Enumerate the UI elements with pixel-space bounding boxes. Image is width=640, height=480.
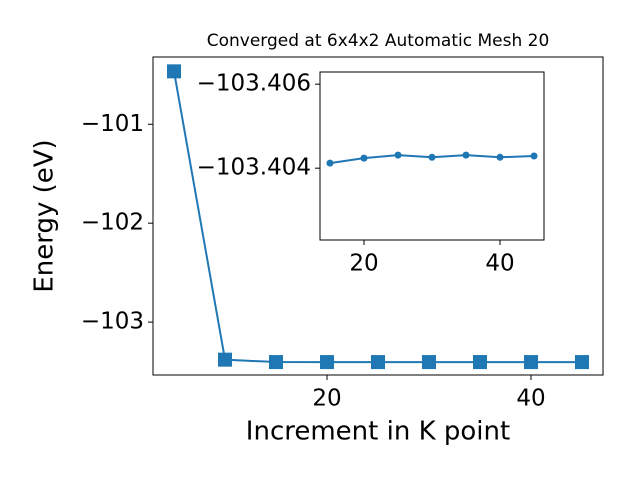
- y-tick-label: −103.406: [197, 71, 311, 97]
- marker: [371, 355, 385, 370]
- marker: [394, 151, 402, 159]
- y-tick-label: −103.404: [197, 155, 311, 181]
- axes-frame: [152, 56, 604, 376]
- axes-frame: [319, 71, 545, 241]
- marker: [462, 151, 470, 159]
- marker: [218, 352, 233, 367]
- marker: [472, 355, 487, 370]
- x-axis-label: Increment in K point: [246, 417, 510, 447]
- y-tick-label: −101: [81, 111, 144, 137]
- x-tick-label: 20: [312, 386, 341, 412]
- marker: [360, 154, 368, 162]
- marker: [428, 153, 436, 161]
- marker: [421, 355, 436, 370]
- marker: [530, 152, 538, 160]
- x-tick-label: 40: [485, 251, 514, 277]
- marker: [574, 355, 589, 370]
- chart-title: Converged at 6x4x2 Automatic Mesh 20: [207, 31, 550, 51]
- y-tick-label: −103: [81, 309, 144, 335]
- marker: [269, 355, 284, 370]
- marker: [496, 153, 504, 161]
- y-axis-label: Energy (eV): [30, 139, 60, 292]
- marker: [320, 355, 335, 370]
- x-tick-label: 20: [349, 251, 378, 277]
- marker: [167, 64, 182, 79]
- y-tick-label: −102: [81, 210, 144, 236]
- x-tick-label: 40: [516, 386, 545, 412]
- marker: [326, 159, 334, 167]
- marker: [523, 355, 538, 370]
